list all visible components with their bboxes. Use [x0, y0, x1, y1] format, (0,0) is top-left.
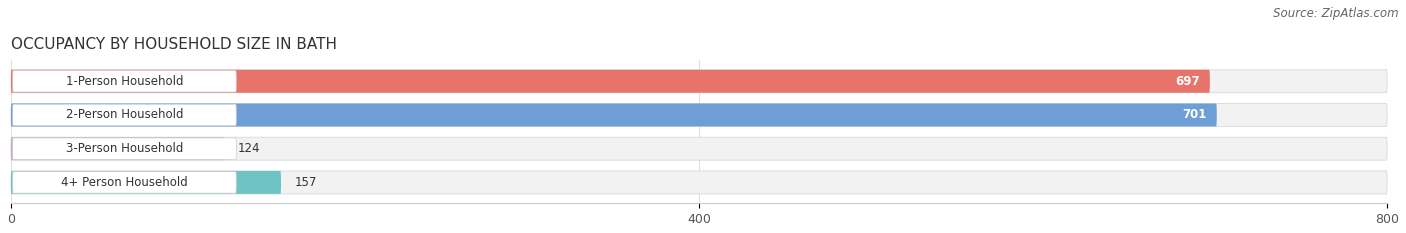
Text: 157: 157 [295, 176, 318, 189]
FancyBboxPatch shape [13, 172, 236, 193]
FancyBboxPatch shape [13, 70, 236, 92]
FancyBboxPatch shape [11, 137, 224, 160]
FancyBboxPatch shape [13, 138, 236, 160]
FancyBboxPatch shape [11, 70, 1211, 93]
FancyBboxPatch shape [11, 171, 1388, 194]
FancyBboxPatch shape [11, 70, 1388, 93]
FancyBboxPatch shape [11, 137, 1388, 160]
FancyBboxPatch shape [11, 171, 281, 194]
Text: 124: 124 [238, 142, 260, 155]
FancyBboxPatch shape [11, 103, 1216, 127]
Text: 3-Person Household: 3-Person Household [66, 142, 183, 155]
Text: Source: ZipAtlas.com: Source: ZipAtlas.com [1274, 7, 1399, 20]
FancyBboxPatch shape [13, 104, 236, 126]
Text: OCCUPANCY BY HOUSEHOLD SIZE IN BATH: OCCUPANCY BY HOUSEHOLD SIZE IN BATH [11, 37, 337, 52]
Text: 2-Person Household: 2-Person Household [66, 109, 183, 121]
FancyBboxPatch shape [11, 103, 1388, 127]
Text: 1-Person Household: 1-Person Household [66, 75, 183, 88]
Text: 701: 701 [1182, 109, 1206, 121]
Text: 697: 697 [1175, 75, 1199, 88]
Text: 4+ Person Household: 4+ Person Household [60, 176, 188, 189]
